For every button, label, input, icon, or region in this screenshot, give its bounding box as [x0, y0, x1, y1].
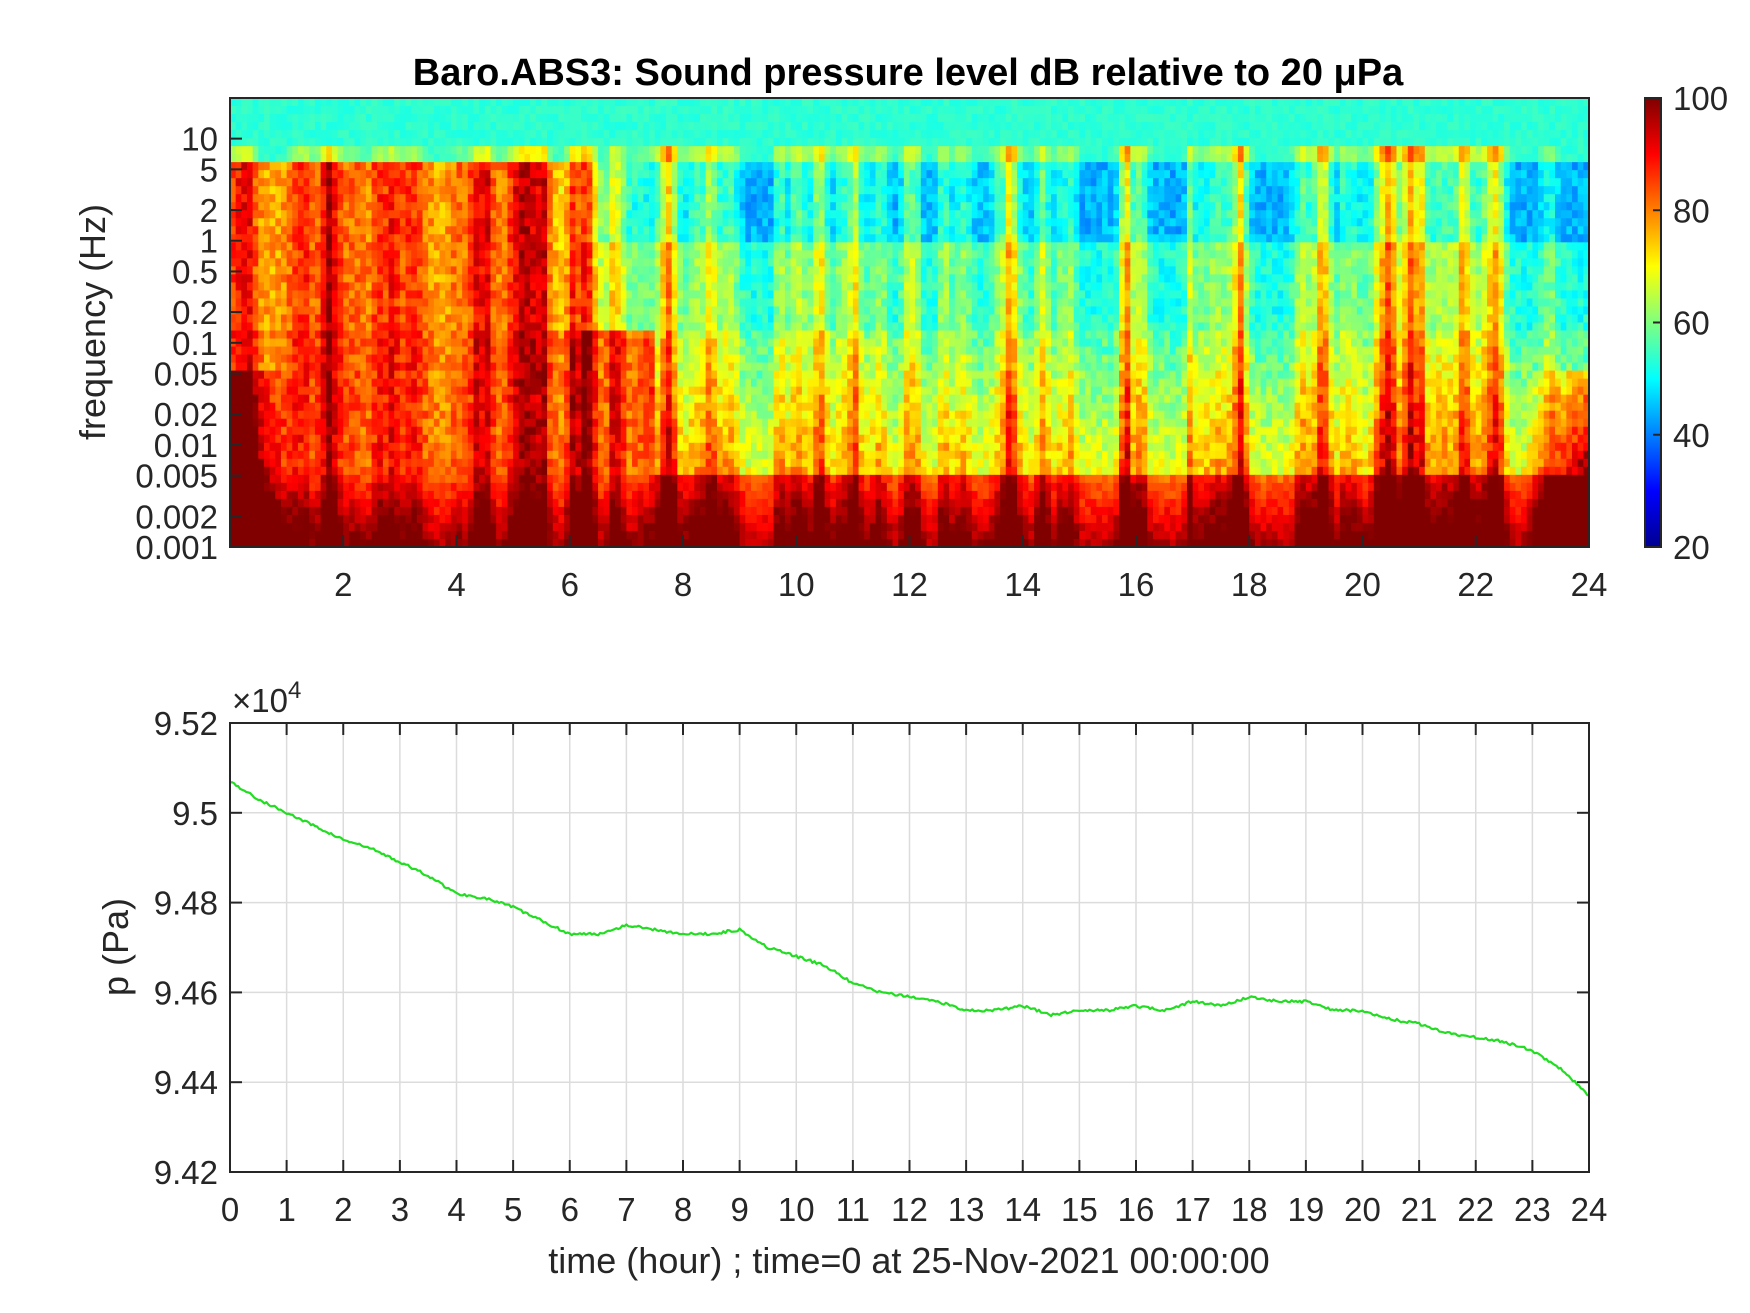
- x-tick-label: 24: [1571, 566, 1608, 603]
- y-tick-label: 9.42: [154, 1154, 218, 1191]
- x-tick-label: 16: [1118, 566, 1155, 603]
- x-tick-label: 5: [504, 1191, 522, 1228]
- x-tick-label: 10: [778, 566, 815, 603]
- x-tick-label: 2: [334, 1191, 352, 1228]
- y-tick-label: 2: [200, 192, 218, 229]
- x-tick-label: 8: [674, 566, 692, 603]
- x-tick-label: 9: [730, 1191, 748, 1228]
- y-tick-label: 0.1: [172, 325, 218, 362]
- y-tick-label: 0.5: [172, 253, 218, 290]
- x-tick-label: 3: [391, 1191, 409, 1228]
- y-tick-label: 9.52: [154, 705, 218, 742]
- pressure-y-axis-label: p (Pa): [95, 898, 136, 996]
- y-tick-label: 10: [181, 121, 218, 158]
- chart-title: Baro.ABS3: Sound pressure level dB relat…: [413, 52, 1404, 94]
- colorbar-tick-label: 20: [1673, 529, 1710, 566]
- x-tick-label: 4: [447, 566, 465, 603]
- y-tick-label: 0.001: [135, 529, 218, 566]
- x-tick-label: 21: [1401, 1191, 1438, 1228]
- y-tick-label: 0.002: [135, 498, 218, 535]
- x-tick-label: 20: [1344, 1191, 1381, 1228]
- x-tick-label: 24: [1571, 1191, 1608, 1228]
- y-tick-label: 1: [200, 223, 218, 260]
- x-tick-label: 14: [1004, 1191, 1041, 1228]
- x-tick-label: 22: [1457, 566, 1494, 603]
- spectrogram-y-axis-label: frequency (Hz): [72, 204, 113, 440]
- y-tick-label: 0.01: [154, 427, 218, 464]
- x-tick-label: 7: [617, 1191, 635, 1228]
- colorbar-tick-label: 100: [1673, 80, 1728, 117]
- y-tick-label: 0.2: [172, 294, 218, 331]
- y-tick-label: 9.46: [154, 974, 218, 1011]
- y-tick-label: 0.05: [154, 356, 218, 393]
- y-tick-label: 9.48: [154, 885, 218, 922]
- pressure-x-ticks: 0 1 2 3 4 5 6 7 8 9 10 11 12 13 14 15 16 17 18 19 20 21 22 23 24: [221, 723, 1608, 1228]
- spectrogram-x-ticks: 2 4 6 8 10 12 14 16 18 20 22 24: [334, 535, 1607, 603]
- y-tick-label: 0.02: [154, 396, 218, 433]
- colorbar-tick-label: 80: [1673, 192, 1710, 229]
- x-tick-label: 18: [1231, 566, 1268, 603]
- x-tick-label: 19: [1288, 1191, 1325, 1228]
- x-tick-label: 4: [447, 1191, 465, 1228]
- spectrogram-heatmap: [230, 98, 1589, 547]
- x-tick-label: 12: [891, 566, 928, 603]
- x-tick-label: 23: [1514, 1191, 1551, 1228]
- x-tick-label: 18: [1231, 1191, 1268, 1228]
- y-tick-label: 9.5: [172, 795, 218, 832]
- x-tick-label: 17: [1174, 1191, 1211, 1228]
- colorbar-tick-label: 40: [1673, 417, 1710, 454]
- x-tick-label: 11: [836, 1191, 870, 1228]
- spectrogram-y-ticks: 105 210.5 0.20.10.050.020.010.0050.0020.00…: [135, 121, 242, 566]
- y-exponent-label: ×104: [232, 677, 301, 719]
- colorbar-tick-label: 60: [1673, 305, 1710, 342]
- x-tick-label: 8: [674, 1191, 692, 1228]
- y-tick-label: 0.005: [135, 458, 218, 495]
- x-tick-label: 20: [1344, 566, 1381, 603]
- y-tick-label: 9.44: [154, 1064, 218, 1101]
- x-tick-label: 16: [1118, 1191, 1155, 1228]
- x-tick-label: 13: [948, 1191, 985, 1228]
- pressure-x-axis-label: time (hour) ; time=0 at 25-Nov-2021 00:0…: [548, 1240, 1269, 1281]
- x-tick-label: 1: [277, 1191, 295, 1228]
- x-tick-label: 6: [561, 566, 579, 603]
- pressure-y-ticks: 9.42 9.44 9.46 9.48 9.5 9.52: [154, 705, 1589, 1191]
- x-tick-label: 15: [1061, 1191, 1098, 1228]
- pressure-series-line: [230, 781, 1589, 1097]
- x-tick-label: 12: [891, 1191, 928, 1228]
- x-tick-label: 0: [221, 1191, 239, 1228]
- x-tick-label: 2: [334, 566, 352, 603]
- x-tick-label: 14: [1004, 566, 1041, 603]
- x-tick-label: 6: [561, 1191, 579, 1228]
- x-tick-label: 10: [778, 1191, 815, 1228]
- x-tick-label: 22: [1457, 1191, 1494, 1228]
- y-tick-label: 5: [200, 151, 218, 188]
- colorbar-ticks: 20 40 60 80 100: [1653, 80, 1728, 566]
